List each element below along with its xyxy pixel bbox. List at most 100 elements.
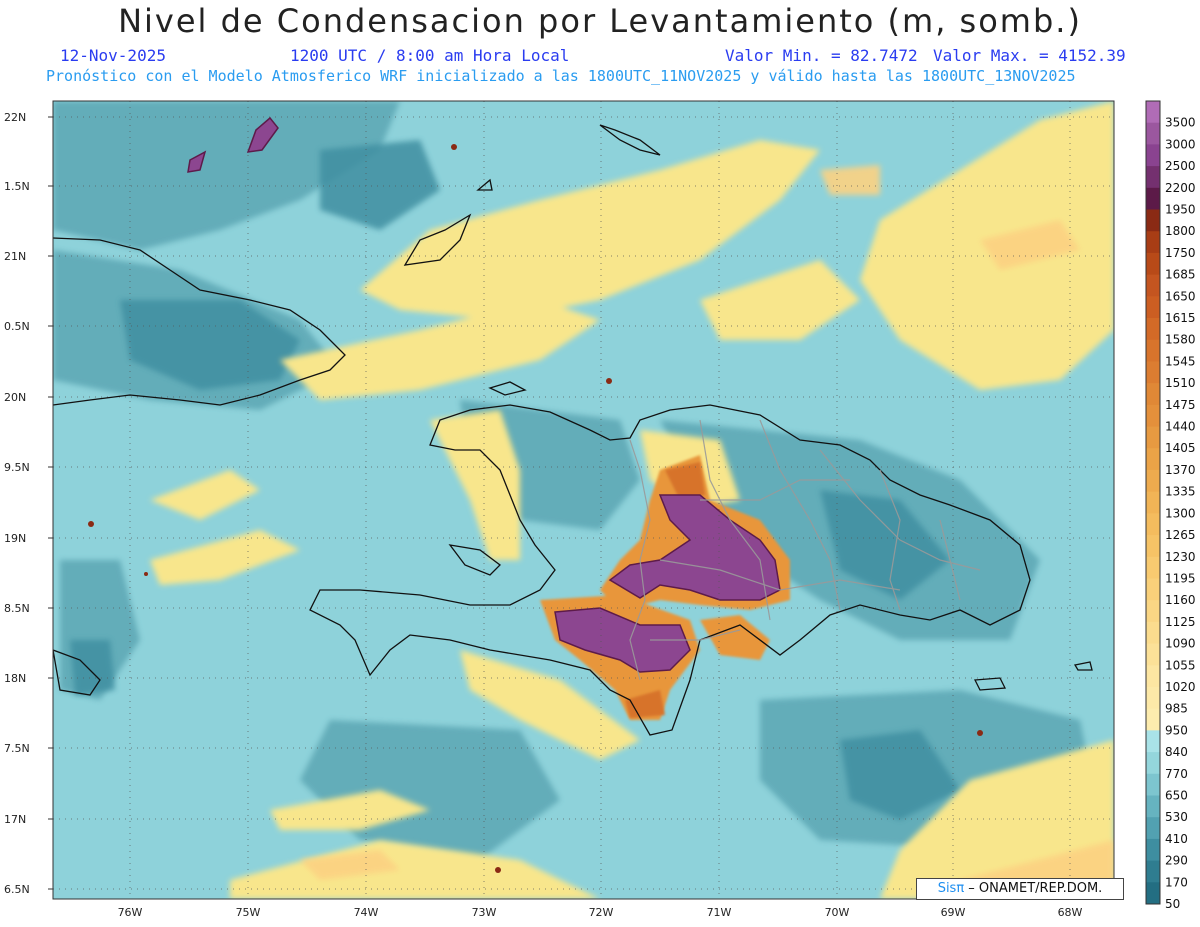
min-value: Valor Min. = 82.7472 [725,46,918,65]
colorbar-label: 650 [1165,788,1188,802]
colorbar-swatch [1146,535,1160,558]
colorbar-swatch [1146,209,1160,232]
colorbar-label: 1615 [1165,311,1196,325]
lat-label: 7.5N [4,742,30,755]
colorbar-swatch [1146,491,1160,514]
lon-label: 75W [236,906,261,919]
lat-label: 8.5N [4,602,30,615]
colorbar-swatch [1146,556,1160,579]
colorbar-label: 170 [1165,875,1188,889]
colorbar-label: 530 [1165,810,1188,824]
sispi-logo: Sisπ [937,881,965,896]
lon-label: 73W [472,906,497,919]
colorbar-label: 2500 [1165,159,1196,173]
colorbar-swatch [1146,252,1160,276]
colorbar-swatch [1146,795,1160,818]
colorbar-label: 1580 [1165,333,1196,347]
lat-label: 6.5N [4,883,30,896]
colorbar-label: 1440 [1165,420,1196,434]
colorbar-label: 950 [1165,723,1188,737]
colorbar-label: 1230 [1165,550,1196,564]
lat-label: 20N [4,391,26,404]
credit-box: Sisπ – ONAMET/REP.DOM. [916,878,1124,900]
valid-date: 12-Nov-2025 [60,46,166,65]
colorbar-label: 1510 [1165,376,1196,390]
colorbar-swatch [1146,773,1160,796]
colorbar-label: 290 [1165,854,1188,868]
colorbar-swatch [1146,643,1160,666]
colorbar-swatch [1146,469,1160,493]
colorbar-swatch [1146,383,1160,406]
colorbar-swatch [1146,752,1160,775]
colorbar-swatch [1146,665,1160,688]
lon-label: 74W [354,906,379,919]
colorbar-label: 1020 [1165,680,1196,694]
max-value: Valor Max. = 4152.39 [933,46,1126,65]
colorbar-swatch [1146,578,1160,601]
province-borders [629,419,981,681]
credit-text: – ONAMET/REP.DOM. [964,881,1103,896]
map-title: Nivel de Condensacion por Levantamiento … [118,2,1082,40]
lon-label: 68W [1058,906,1083,919]
colorbar-swatch [1146,426,1160,449]
colorbar-swatch [1146,817,1160,840]
lat-label: 18N [4,672,26,685]
colorbar-swatch [1146,513,1160,536]
colorbar-swatch [1146,708,1160,731]
colorbar-swatch [1146,339,1160,362]
lon-label: 69W [941,906,966,919]
lat-label: 0.5N [4,320,30,333]
colorbar-label: 1685 [1165,268,1196,282]
colorbar-label: 1195 [1165,571,1196,585]
high-lcl-area [187,116,781,673]
latitude-labels: 22N 1.5N 21N 0.5N 20N 9.5N 19N 8.5N 18N … [4,111,30,896]
colorbar-swatch [1146,231,1160,254]
colorbar-swatch [1146,166,1160,189]
colorbar-swatch [1146,101,1160,124]
colorbar-swatch [1146,860,1160,883]
longitude-labels: 76W 75W 74W 73W 72W 71W 70W 69W 68W [118,906,1083,919]
colorbar-swatch [1146,838,1160,862]
colorbar-swatch [1146,361,1160,384]
colorbar-label: 1475 [1165,398,1196,412]
lat-label: 21N [4,250,26,263]
colorbar-label: 1125 [1165,615,1196,629]
colorbar-swatch [1146,600,1160,623]
colorbar-swatch [1146,621,1160,645]
colorbar-label: 410 [1165,832,1188,846]
colorbar-swatch [1146,730,1160,753]
colorbar-label: 1545 [1165,354,1196,368]
colorbar-swatch [1146,448,1160,471]
colorbar-swatch [1146,122,1160,145]
lat-label: 17N [4,813,26,826]
colorbar-label: 1055 [1165,658,1196,672]
valid-time: 1200 UTC / 8:00 am Hora Local [290,46,570,65]
colorbar-label: 1160 [1165,593,1196,607]
colorbar-label: 3500 [1165,116,1196,130]
colorbar-label: 50 [1165,897,1180,911]
colorbar-label: 1370 [1165,463,1196,477]
colorbar-label: 840 [1165,745,1188,759]
lat-label: 9.5N [4,461,30,474]
colorbar-label: 1265 [1165,528,1196,542]
colorbar-label: 1090 [1165,637,1196,651]
colorbar-label: 1950 [1165,203,1196,217]
colorbar-swatch [1146,187,1160,211]
lcl-field [53,101,1114,899]
lat-label: 22N [4,111,26,124]
colorbar-label: 3000 [1165,137,1196,151]
colorbar-swatch [1146,144,1160,167]
lat-label: 1.5N [4,180,30,193]
colorbar-label: 2200 [1165,181,1196,195]
lon-label: 71W [707,906,732,919]
coastlines [53,124,1093,736]
colorbar-label: 770 [1165,767,1188,781]
colorbar-swatch [1146,882,1160,905]
forecast-note: Pronóstico con el Modelo Atmosferico WRF… [46,67,1076,85]
colorbar-label: 1300 [1165,506,1196,520]
lon-label: 72W [589,906,614,919]
colorbar-label: 1405 [1165,441,1196,455]
colorbar-label: 1650 [1165,289,1196,303]
colorbar-swatch [1146,296,1160,319]
